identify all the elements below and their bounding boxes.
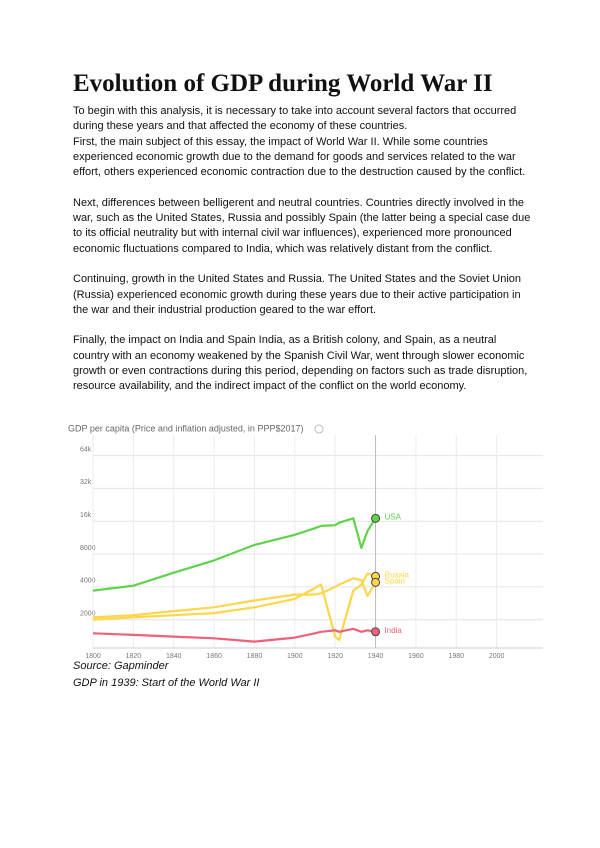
x-tick-label: 1800 [85,653,101,660]
paragraph: Continuing, growth in the United States … [73,273,522,316]
series-line [92,517,377,592]
series-line [92,577,377,619]
y-tick-label: 16k [80,512,92,519]
chart: GDP per capita (Price and inflation adju… [68,423,543,660]
x-tick-label: 1840 [166,653,182,660]
title: Evolution of GDP during World War II [73,70,493,97]
body-text: To begin with this analysis, it is neces… [73,104,535,395]
series-label: USA [385,512,402,521]
x-tick-label: 2000 [489,653,505,660]
end-dot [371,513,381,523]
chart-title: GDP per capita (Price and inflation adju… [68,423,303,433]
x-tick-label: 1900 [287,653,303,660]
help-icon[interactable] [314,424,324,434]
x-tick-label: 1820 [126,653,142,660]
series-line [92,627,376,643]
y-tick-label: 8000 [80,545,96,552]
x-tick-label: 1860 [206,653,222,660]
y-tick-label: 64k [80,446,92,453]
series-label: Spain [385,576,405,585]
paragraph: First, the main subject of this essay, t… [73,135,526,179]
series-label: India [385,626,403,635]
paragraph: To begin with this analysis, it is neces… [73,105,517,133]
x-tick-label: 1880 [247,653,263,660]
x-tick-label: 1940 [368,653,384,660]
x-tick-label: 1980 [448,653,464,660]
y-tick-label: 32k [80,479,92,486]
series-label: Russia [385,570,410,579]
x-tick-label: 1960 [408,653,424,660]
y-tick-label: 4000 [80,578,96,585]
end-dot [371,627,381,637]
x-tick-label: 1920 [327,653,343,660]
end-dot [371,577,381,587]
source: Source: Gapminder [73,660,169,672]
paragraph: Next, differences between belligerent an… [73,196,531,255]
series-line [92,572,376,642]
caption: GDP in 1939: Start of the World War II [73,677,260,689]
paragraph: Finally, the impact on India and Spain I… [73,334,528,393]
y-tick-label: 2000 [80,611,96,618]
